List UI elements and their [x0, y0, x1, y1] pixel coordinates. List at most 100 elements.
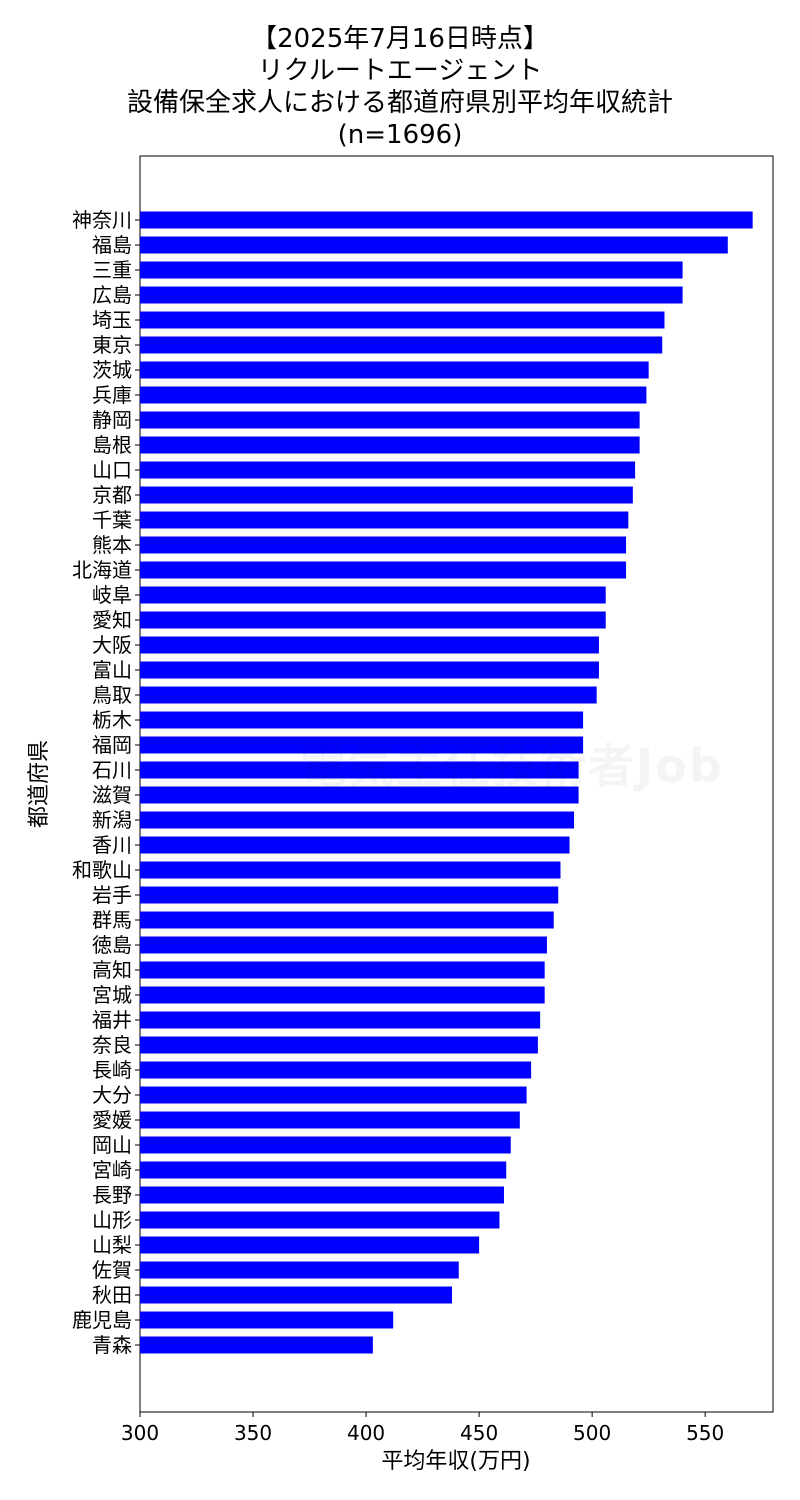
y-tick-label: 京都: [92, 483, 132, 507]
bar: [140, 1336, 373, 1354]
bar: [140, 561, 627, 579]
y-tick-label: 島根: [92, 433, 132, 457]
y-tick-label: 神奈川: [72, 208, 132, 232]
bar: [140, 1136, 511, 1154]
y-tick-label: 山口: [92, 458, 132, 482]
bar: [140, 261, 683, 279]
watermark-logo: 電気主任技術者Job: [300, 730, 724, 796]
x-tick-label: 550: [686, 1421, 724, 1445]
bar: [140, 361, 649, 379]
y-tick-label: 秋田: [92, 1283, 132, 1307]
y-tick-label: 愛媛: [92, 1108, 132, 1132]
y-tick-label: 石川: [92, 758, 132, 782]
bar: [140, 311, 665, 329]
y-tick-label: 北海道: [72, 558, 132, 582]
bar: [140, 536, 627, 554]
bar: [140, 1236, 480, 1254]
y-tick-label: 福岡: [92, 733, 132, 757]
y-tick-label: 徳島: [92, 933, 132, 957]
bar: [140, 1111, 520, 1129]
y-tick-label: 鹿児島: [72, 1308, 132, 1332]
bar: [140, 1061, 532, 1079]
bar: [140, 1186, 504, 1204]
bar: [140, 711, 584, 729]
y-tick-label: 福井: [92, 1008, 132, 1032]
bar: [140, 1311, 394, 1329]
y-tick-label: 大阪: [92, 633, 132, 657]
y-tick-label: 佐賀: [92, 1258, 132, 1282]
y-tick-label: 岩手: [92, 883, 132, 907]
bar: [140, 886, 559, 904]
bar: [140, 1011, 541, 1029]
y-tick-label: 富山: [92, 658, 132, 682]
y-tick-label: 群馬: [92, 908, 132, 932]
chart-title-line-2: リクルートエージェント: [257, 56, 543, 86]
chart-title-line-1: 【2025年7月16日時点】: [251, 24, 549, 54]
y-tick-label: 兵庫: [92, 383, 132, 407]
bar: [140, 636, 599, 654]
bar: [140, 1286, 452, 1304]
bars-group: [140, 211, 753, 1354]
bar: [140, 1211, 500, 1229]
bar: [140, 1161, 507, 1179]
y-tick-label: 千葉: [92, 508, 132, 532]
y-tick-label: 山形: [92, 1208, 132, 1232]
y-tick-label: 青森: [92, 1333, 132, 1357]
y-tick-label: 新潟: [92, 808, 132, 832]
bar: [140, 1086, 527, 1104]
x-tick-label: 300: [121, 1421, 159, 1445]
bar: [140, 336, 663, 354]
y-tick-label: 岡山: [92, 1133, 132, 1157]
bar: [140, 436, 640, 454]
bar: [140, 811, 575, 829]
y-tick-label: 岐阜: [92, 583, 132, 607]
y-tick-label: 愛知: [92, 608, 132, 632]
y-tick-label: 宮崎: [92, 1158, 132, 1182]
y-tick-label: 長崎: [92, 1058, 132, 1082]
y-tick-label: 静岡: [92, 408, 132, 432]
bar: [140, 736, 584, 754]
bar: [140, 611, 606, 629]
bar: [140, 386, 647, 404]
bar: [140, 911, 554, 929]
y-tick-label: 香川: [92, 833, 132, 857]
y-tick-label: 埼玉: [92, 308, 132, 332]
x-tick-label: 350: [234, 1421, 272, 1445]
bar: [140, 1261, 459, 1279]
x-tick-label: 450: [460, 1421, 498, 1445]
bar: [140, 461, 636, 479]
bar: [140, 586, 606, 604]
bar: [140, 411, 640, 429]
bar: [140, 236, 728, 254]
bar: [140, 786, 579, 804]
y-tick-label: 宮城: [92, 983, 132, 1007]
bar: [140, 486, 633, 504]
bar: [140, 961, 545, 979]
bar: [140, 861, 561, 879]
bar: [140, 761, 579, 779]
chart-title-line-3: 設備保全求人における都道府県別平均年収統計: [126, 88, 673, 118]
bar: [140, 1036, 538, 1054]
bar: [140, 686, 597, 704]
bar: [140, 836, 570, 854]
y-tick-label: 広島: [92, 283, 132, 307]
y-tick-label: 東京: [92, 333, 132, 357]
y-tick-label: 熊本: [92, 533, 132, 557]
bar: [140, 936, 547, 954]
y-tick-label: 長野: [92, 1183, 132, 1207]
y-tick-label: 鳥取: [92, 683, 132, 707]
y-tick-label: 栃木: [92, 708, 132, 732]
y-tick-label: 高知: [92, 958, 132, 982]
y-axis-label: 都道府県: [27, 740, 52, 828]
bar: [140, 511, 629, 529]
y-tick-label: 茨城: [92, 358, 132, 382]
y-tick-label: 和歌山: [72, 858, 132, 882]
y-tick-label: 三重: [92, 258, 132, 282]
bar: [140, 986, 545, 1004]
x-tick-label: 500: [573, 1421, 611, 1445]
x-ticks: 300 350 400 450 500 550: [121, 1412, 724, 1445]
chart-title-line-4: (n=1696): [337, 120, 463, 150]
bar: [140, 286, 683, 304]
y-tick-label: 福島: [92, 233, 132, 257]
